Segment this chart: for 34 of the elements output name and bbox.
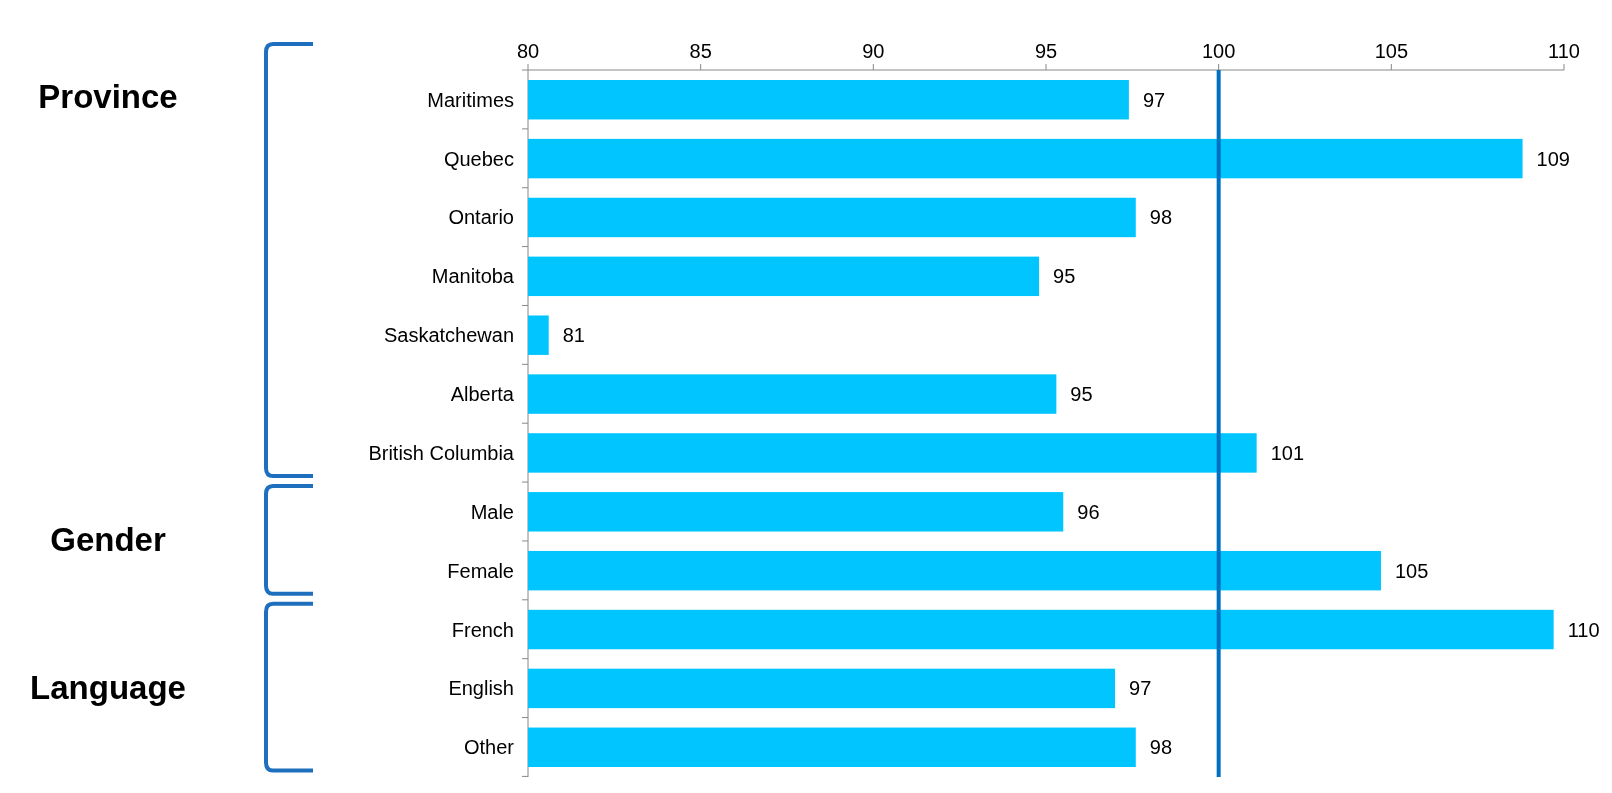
x-tick-label: 110 <box>1548 40 1580 62</box>
x-tick-label: 100 <box>1201 40 1236 62</box>
y-tick-label: French <box>451 618 514 641</box>
data-label: 109 <box>1536 147 1570 170</box>
y-tick-label: Manitoba <box>431 265 515 288</box>
data-label: 105 <box>1394 559 1429 582</box>
data-label: 96 <box>1077 500 1100 523</box>
x-tick-label: 105 <box>1374 40 1409 62</box>
y-tick-label: Saskatchewan <box>383 324 514 347</box>
y-tick-label: Ontario <box>448 206 514 229</box>
y-tick-label: Maritimes <box>427 88 514 111</box>
y-tick-label: Other <box>463 736 515 759</box>
data-label: 95 <box>1053 265 1076 288</box>
x-tick-label: 95 <box>1034 40 1058 62</box>
x-tick-label: 85 <box>689 40 712 62</box>
data-label: 110 <box>1567 618 1600 641</box>
data-label: 98 <box>1149 736 1173 759</box>
y-tick-label: Alberta <box>450 383 515 406</box>
data-label: 97 <box>1129 677 1152 700</box>
text: Gender <box>50 521 166 559</box>
y-tick-label: British Columbia <box>368 441 515 464</box>
data-label: 81 <box>562 324 585 347</box>
y-tick-label: Male <box>470 500 514 523</box>
data-label: 101 <box>1270 441 1305 464</box>
data-label: 97 <box>1142 88 1166 111</box>
y-tick-label: English <box>448 677 514 700</box>
x-tick-label: 90 <box>862 40 885 62</box>
data-label: 95 <box>1070 383 1093 406</box>
y-tick-label: Female <box>447 559 514 582</box>
x-tick-label: 80 <box>516 40 540 62</box>
y-tick-label: Quebec <box>443 147 514 170</box>
text: Language <box>30 668 186 706</box>
text: Province <box>38 77 178 115</box>
data-label: 98 <box>1149 206 1173 229</box>
